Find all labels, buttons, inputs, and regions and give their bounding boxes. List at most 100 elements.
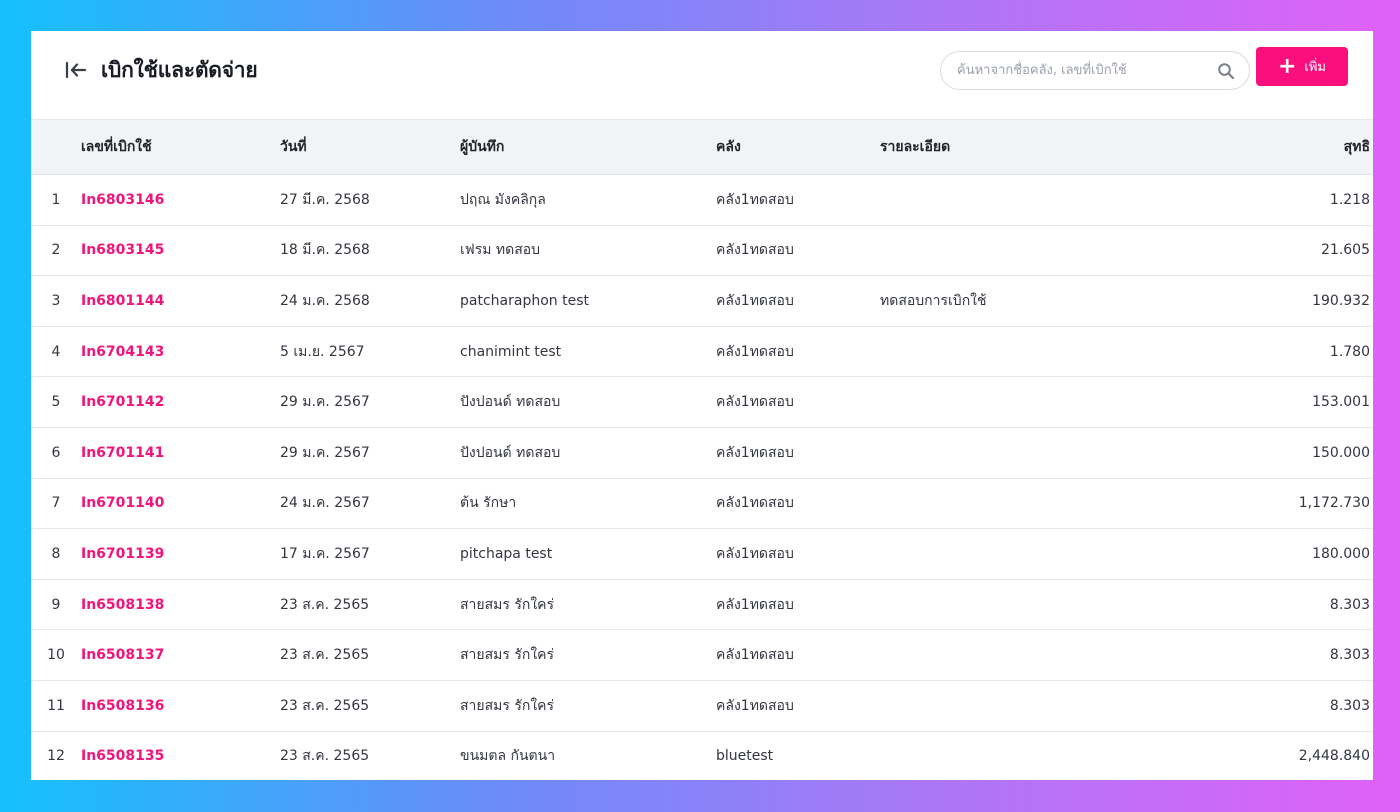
issue-no-link[interactable]: In6508137: [81, 647, 165, 664]
cell-index: 12: [47, 748, 65, 765]
cell-recorder: สายสมร รักใคร่: [460, 697, 555, 714]
table-row[interactable]: 12 In6508135 23 ส.ค. 2565 ขนมตล กันตนา bluet…: [31, 731, 1373, 780]
cell-index: 1: [51, 191, 61, 208]
cell-warehouse: คลัง1ทดสอบ: [716, 596, 794, 613]
search-box: [940, 51, 1250, 90]
cell-description: [880, 731, 1150, 780]
plus-icon: +: [1277, 53, 1297, 79]
cell-date: 24 ม.ค. 2567: [280, 495, 370, 512]
cell-index: 6: [51, 444, 61, 461]
cell-date: 5 เม.ย. 2567: [280, 343, 365, 360]
issue-no-link[interactable]: In6803145: [81, 242, 165, 259]
cell-issue-no: In6701139: [81, 529, 280, 580]
cell-index: 5: [51, 394, 61, 411]
table-row[interactable]: 11 In6508136 23 ส.ค. 2565 สายสมร รักใคร่ คลั…: [31, 680, 1373, 732]
cell-issue-no: In6803146: [81, 175, 280, 226]
column-header-warehouse[interactable]: คลัง: [716, 139, 741, 155]
cell-date: 18 มี.ค. 2568: [280, 242, 370, 259]
cell-net: 1.780: [1329, 343, 1370, 360]
cell-warehouse: คลัง1ทดสอบ: [716, 647, 794, 664]
cell-index: 7: [51, 495, 61, 512]
cell-warehouse: คลัง1ทดสอบ: [716, 191, 794, 208]
cell-description: [880, 630, 1150, 681]
cell-index: 4: [51, 343, 61, 360]
cell-issue-no: In6803145: [81, 225, 280, 276]
table-row[interactable]: 5 In6701142 29 ม.ค. 2567 ปังปอนด์ ทดสอบ คลัง…: [31, 377, 1373, 428]
cell-index: 9: [51, 596, 61, 613]
issue-no-link[interactable]: In6803146: [81, 191, 165, 208]
cell-description: ทดสอบการเบิกใช้: [880, 292, 987, 309]
cell-description: [880, 478, 1150, 529]
table-row[interactable]: 7 In6701140 24 ม.ค. 2567 ต้น รักษา คลัง1ทดสอ…: [31, 478, 1373, 529]
cell-warehouse: คลัง1ทดสอบ: [716, 545, 794, 562]
search-input[interactable]: [957, 52, 1207, 89]
table-row[interactable]: 6 In6701141 29 ม.ค. 2567 ปังปอนด์ ทดสอบ คลัง…: [31, 427, 1373, 479]
cell-date: 23 ส.ค. 2565: [280, 697, 370, 714]
issue-no-link[interactable]: In6701142: [81, 394, 165, 411]
issue-table: เลขที่เบิกใช้ วันที่ ผู้บันทึก คลัง รายล…: [31, 119, 1373, 780]
issue-no-link[interactable]: In6508138: [81, 596, 165, 613]
cell-issue-no: In6508135: [81, 731, 280, 780]
cell-warehouse: bluetest: [716, 748, 774, 765]
cell-net: 180.000: [1312, 545, 1370, 562]
cell-description: [880, 225, 1150, 276]
cell-net: 8.303: [1329, 596, 1370, 613]
issue-no-link[interactable]: In6701140: [81, 495, 165, 512]
table-row[interactable]: 9 In6508138 23 ส.ค. 2565 สายสมร รักใคร่ คลัง…: [31, 579, 1373, 630]
column-header-recorder[interactable]: ผู้บันทึก: [460, 139, 505, 155]
add-button[interactable]: + เพิ่ม: [1256, 47, 1348, 86]
page-title: เบิกใช้และตัดจ่าย: [101, 58, 258, 82]
column-header-net[interactable]: สุทธิ: [1343, 139, 1370, 155]
cell-net: 21.605: [1321, 242, 1370, 259]
table-row[interactable]: 2 In6803145 18 มี.ค. 2568 เฟรม ทดสอบ คลัง1ทด…: [31, 225, 1373, 276]
cell-issue-no: In6701141: [81, 427, 280, 478]
issue-no-link[interactable]: In6701139: [81, 545, 165, 562]
table-row[interactable]: 8 In6701139 17 ม.ค. 2567 pitchapa test คลัง1…: [31, 529, 1373, 580]
cell-recorder: ปฤณ มังคลิกุล: [460, 191, 546, 208]
cell-date: 17 ม.ค. 2567: [280, 545, 370, 562]
cell-date: 27 มี.ค. 2568: [280, 191, 370, 208]
column-header-date[interactable]: วันที่: [280, 139, 307, 155]
cell-recorder: chanimint test: [460, 343, 562, 360]
cell-description: [880, 680, 1150, 731]
issue-no-link[interactable]: In6704143: [81, 343, 165, 360]
cell-index: 10: [47, 647, 65, 664]
cell-index: 11: [47, 697, 65, 714]
cell-issue-no: In6704143: [81, 326, 280, 377]
search-icon[interactable]: [1217, 62, 1235, 80]
column-header-description[interactable]: รายละเอียด: [880, 139, 951, 155]
issue-no-link[interactable]: In6508136: [81, 697, 165, 714]
cell-warehouse: คลัง1ทดสอบ: [716, 697, 794, 714]
issue-no-link[interactable]: In6801144: [81, 292, 165, 309]
cell-net: 2,448.840: [1298, 748, 1370, 765]
cell-warehouse: คลัง1ทดสอบ: [716, 242, 794, 259]
cell-recorder: patcharaphon test: [460, 292, 589, 309]
table-row[interactable]: 1 In6803146 27 มี.ค. 2568 ปฤณ มังคลิกุล คลัง…: [31, 175, 1373, 226]
issue-no-link[interactable]: In6701141: [81, 444, 165, 461]
page-header: เบิกใช้และตัดจ่าย + เพิ่ม: [31, 31, 1373, 119]
cell-index: 3: [51, 292, 61, 309]
cell-date: 23 ส.ค. 2565: [280, 596, 370, 613]
table-row[interactable]: 4 In6704143 5 เม.ย. 2567 chanimint test คลัง…: [31, 326, 1373, 377]
cell-issue-no: In6508137: [81, 630, 280, 681]
column-header-issue-no[interactable]: เลขที่เบิกใช้: [81, 139, 152, 155]
cell-warehouse: คลัง1ทดสอบ: [716, 292, 794, 309]
cell-recorder: pitchapa test: [460, 545, 553, 562]
issue-no-link[interactable]: In6508135: [81, 748, 165, 765]
column-header-index: [31, 120, 81, 175]
cell-warehouse: คลัง1ทดสอบ: [716, 343, 794, 360]
cell-date: 23 ส.ค. 2565: [280, 748, 370, 765]
add-button-label: เพิ่ม: [1304, 60, 1327, 75]
cell-net: 190.932: [1312, 292, 1370, 309]
cell-net: 1,172.730: [1298, 495, 1370, 512]
table-row[interactable]: 10 In6508137 23 ส.ค. 2565 สายสมร รักใคร่ คลั…: [31, 630, 1373, 681]
cell-net: 8.303: [1329, 697, 1370, 714]
cell-recorder: ปังปอนด์ ทดสอบ: [460, 444, 561, 461]
back-to-start-arrow-icon[interactable]: [63, 57, 89, 83]
cell-description: [880, 326, 1150, 377]
cell-recorder: เฟรม ทดสอบ: [460, 242, 541, 259]
cell-index: 8: [51, 545, 61, 562]
table-row[interactable]: 3 In6801144 24 ม.ค. 2568 patcharaphon test ค…: [31, 276, 1373, 327]
cell-warehouse: คลัง1ทดสอบ: [716, 444, 794, 461]
cell-recorder: สายสมร รักใคร่: [460, 596, 555, 613]
